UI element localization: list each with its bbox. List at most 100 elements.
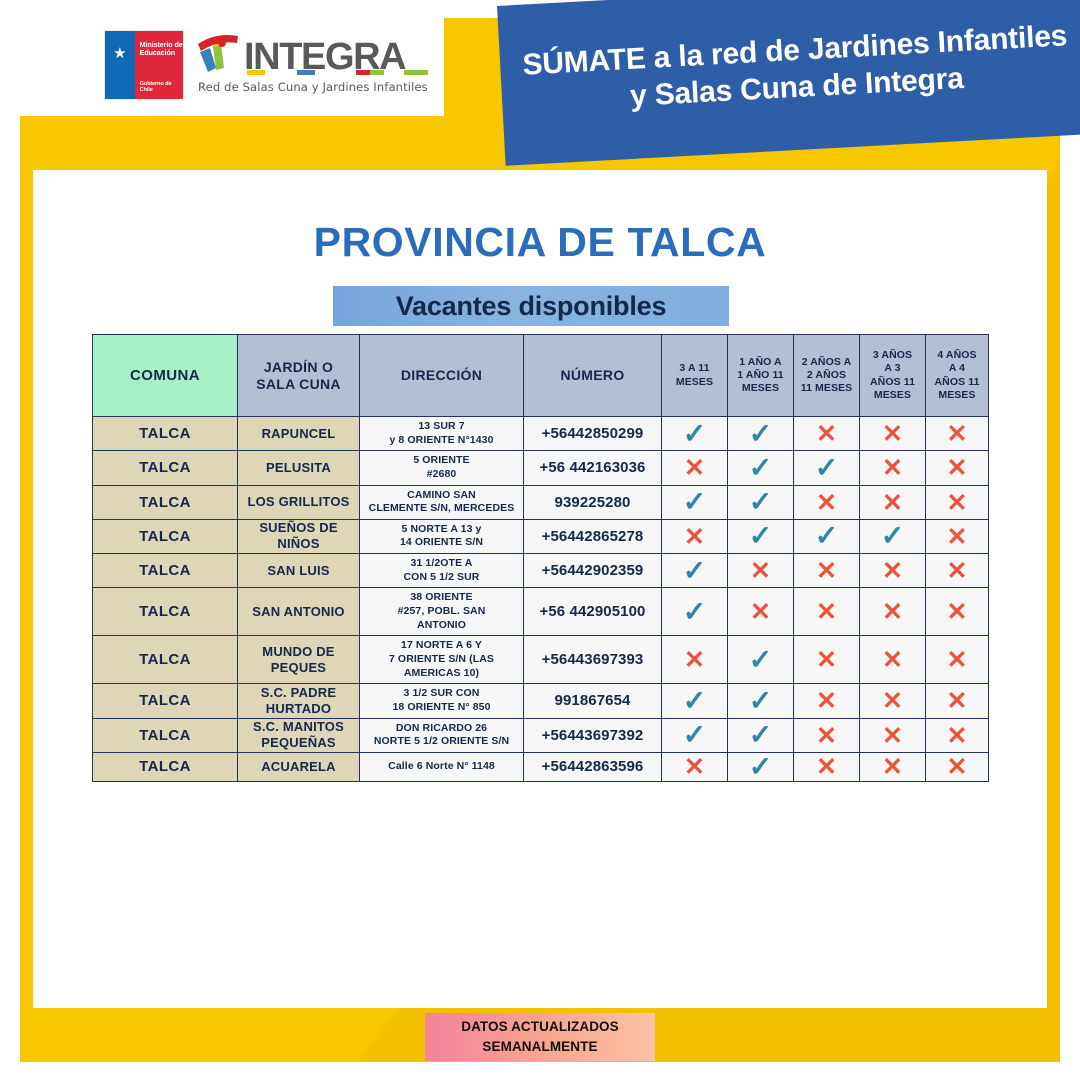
cell-numero: 991867654 [523,683,662,719]
check-icon: ✓ [748,417,773,449]
cell-age-5: ✕ [925,683,989,719]
check-icon: ✓ [748,643,773,675]
cell-comuna: TALCA [92,518,238,555]
cross-icon: ✕ [946,646,968,675]
cell-age-1: ✓ [661,587,728,637]
cell-age-2: ✕ [727,553,794,589]
cross-icon: ✕ [882,753,903,782]
cell-age-4: ✕ [859,587,926,637]
cell-jardin: S.C. PADRE HURTADO [237,683,360,719]
table-row: TALCA ACUARELA Calle 6 Norte N° 1148 +56442… [92,750,989,782]
integra-logo: INTEGRA Red de Salas Cuna y Jardines Inf… [196,30,428,100]
check-icon: ✓ [682,684,707,716]
ministry-logo-red-panel: Ministerio de Educación Gobierno de Chil… [134,31,183,99]
check-icon: ✓ [748,719,773,751]
check-icon: ✓ [748,451,773,483]
cross-icon: ✕ [946,721,968,750]
cross-icon: ✕ [684,454,705,483]
table-row: TALCA S.C. PADRE HURTADO 3 1/2 SUR CON 18 OR… [92,683,989,719]
cell-age-1: ✕ [661,450,728,486]
check-icon: ✓ [682,417,707,449]
cell-age-3: ✕ [793,415,860,452]
ministry-line1: Ministerio de [139,40,183,49]
cross-icon: ✕ [816,646,837,675]
cross-icon: ✕ [684,522,705,551]
ministry-name: Ministerio de Educación [140,41,183,57]
cross-icon: ✕ [946,598,968,627]
check-icon: ✓ [682,554,707,586]
cell-age-5: ✕ [925,635,989,685]
col-header-direccion: DIRECCIÓN [359,334,524,417]
cell-age-3: ✕ [793,717,860,753]
cell-age-1: ✕ [661,518,728,555]
col-header-numero: NÚMERO [523,334,662,417]
cross-icon: ✕ [816,488,837,517]
table-header-row: COMUNA JARDÍN O SALA CUNA DIRECCIÓN NÚMER… [92,334,989,417]
cell-jardin: SAN LUIS [237,553,360,589]
cross-icon: ✕ [816,721,837,750]
cross-icon: ✕ [816,598,837,627]
cross-icon: ✕ [882,646,903,675]
cell-age-4: ✕ [859,553,926,589]
table-row: TALCA LOS GRILLITOS CAMINO SAN CLEMENTE S/N… [92,484,989,520]
check-icon: ✓ [814,451,839,483]
cell-age-3: ✕ [793,484,860,520]
cell-age-4: ✕ [859,751,926,782]
cell-age-1: ✕ [661,751,728,782]
check-icon: ✓ [748,750,773,782]
check-icon: ✓ [682,486,707,518]
col-header-jardin: JARDÍN O SALA CUNA [237,334,360,417]
cell-age-5: ✕ [925,518,989,555]
cell-age-1: ✓ [661,553,728,589]
cross-icon: ✕ [882,488,903,517]
cross-icon: ✕ [816,687,837,716]
cross-icon: ✕ [816,557,837,586]
cell-age-4: ✕ [859,450,926,486]
cell-numero: +56 442163036 [523,450,662,486]
cross-icon: ✕ [816,420,837,449]
cell-age-4: ✕ [859,484,926,520]
cell-direccion: 31 1/2OTE A CON 5 1/2 SUR [359,553,524,589]
check-icon: ✓ [748,520,773,552]
cell-age-1: ✓ [661,717,728,753]
table-header: COMUNA JARDÍN O SALA CUNA DIRECCIÓN NÚMER… [92,334,989,417]
cell-comuna: TALCA [92,450,238,486]
cell-numero: +56442863596 [523,751,662,782]
cell-age-3: ✕ [793,587,860,637]
cell-numero: +56443697393 [523,635,662,685]
cell-comuna: TALCA [92,751,238,782]
ministry-logo-blue-panel: ★ [105,31,135,99]
vacancies-table: COMUNA JARDÍN O SALA CUNA DIRECCIÓN NÚMER… [92,334,989,782]
cell-age-4: ✓ [859,518,926,555]
cell-numero: +56442865278 [523,518,662,555]
cell-age-4: ✕ [859,415,926,452]
cell-numero: +56 442905100 [523,587,662,637]
vacancies-table-wrap: COMUNA JARDÍN O SALA CUNA DIRECCIÓN NÚMER… [92,334,989,782]
cell-age-2: ✕ [727,587,794,637]
cell-age-1: ✓ [661,683,728,719]
cross-icon: ✕ [946,557,968,586]
cell-age-2: ✓ [727,450,794,486]
table-row: TALCA SAN ANTONIO 38 ORIENTE #257, POBL. SA… [92,587,989,637]
check-icon: ✓ [880,520,905,552]
integra-figure-icon [198,35,238,72]
cell-age-2: ✓ [727,484,794,520]
cell-age-4: ✕ [859,717,926,753]
cell-direccion: CAMINO SAN CLEMENTE S/N, MERCEDES [359,484,524,520]
cross-icon: ✕ [750,598,771,627]
cell-age-1: ✓ [661,415,728,452]
page-title: PROVINCIA DE TALCA [313,219,767,265]
subtitle-text: Vacantes disponibles [395,290,667,321]
col-header-age-3-11-meses: 3 A 11 MESES [661,334,728,417]
col-header-age-3-anios: 3 AÑOS A 3 AÑOS 11 MESES [859,334,926,417]
cross-icon: ✕ [882,420,903,449]
cell-numero: 939225280 [523,484,662,520]
cell-age-2: ✓ [727,750,794,782]
update-note-line2: SEMANALMENTE [482,1039,598,1054]
cell-age-5: ✕ [925,717,989,753]
cell-age-3: ✓ [793,450,860,486]
